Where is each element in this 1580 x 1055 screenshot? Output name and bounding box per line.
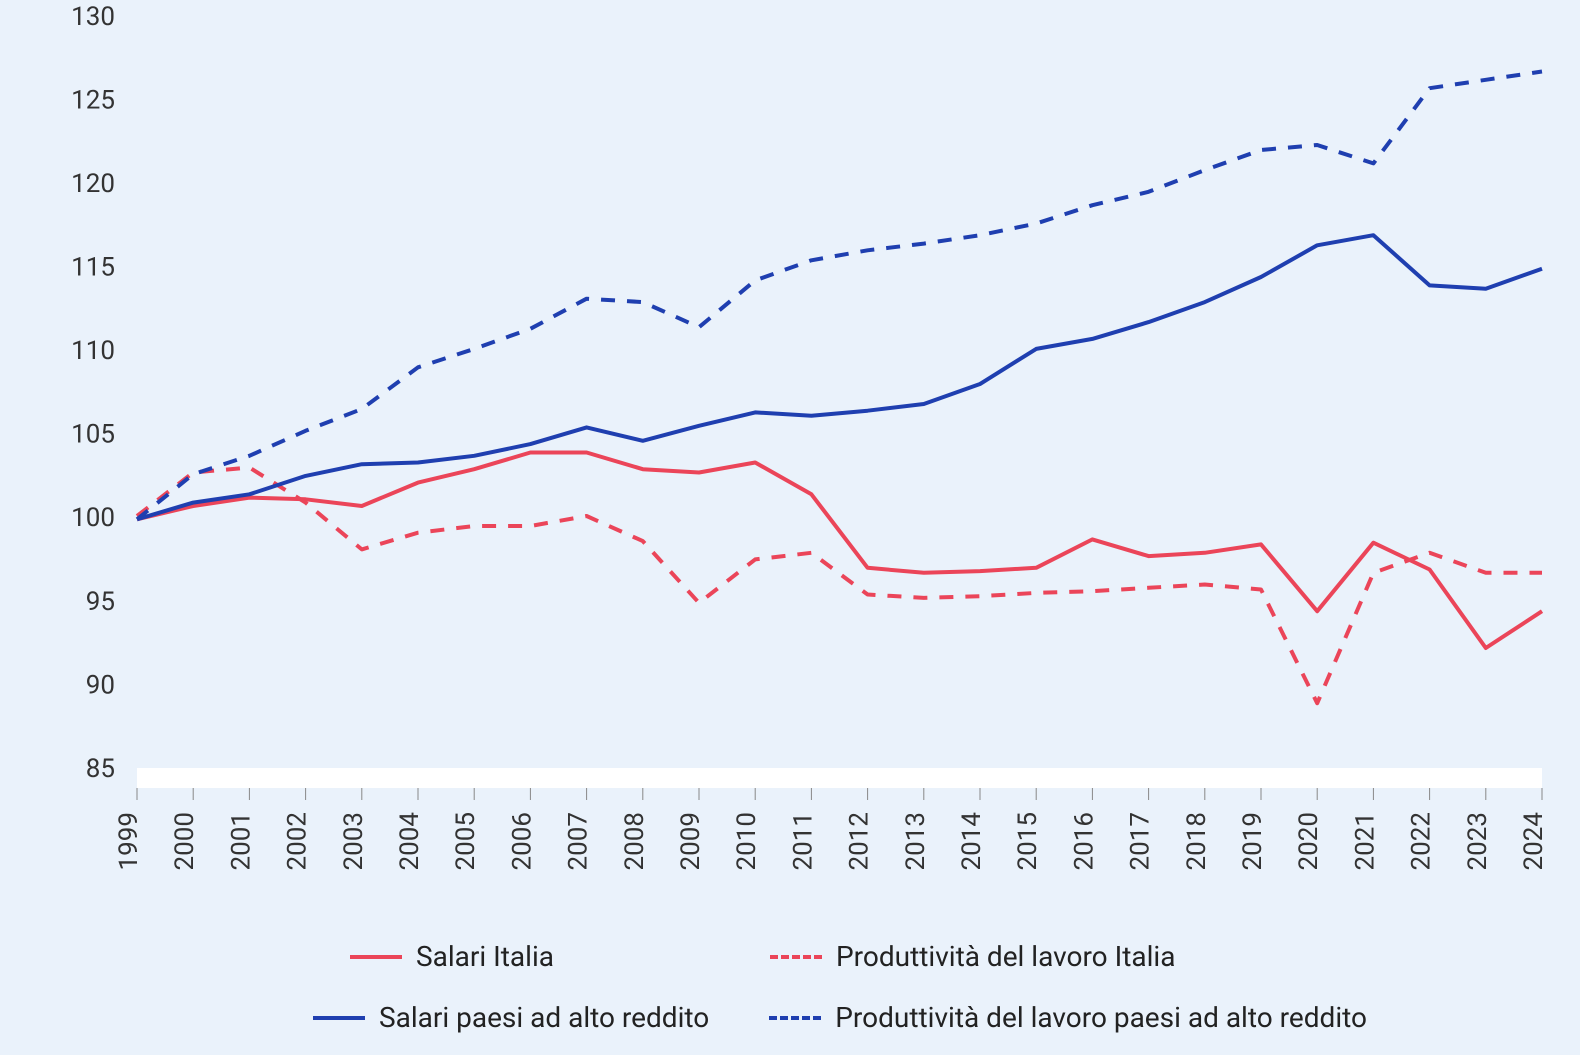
y-tick-label: 120: [71, 169, 115, 199]
x-tick-label: 2023: [1463, 812, 1493, 870]
x-tick-label: 2011: [788, 812, 818, 870]
chart-svg: 85 90 95 100 105 110 115 120 125 130 1999 2000 2001 2…: [0, 0, 1580, 1055]
legend-item-salari_high_income: Salari paesi ad alto reddito: [313, 1001, 709, 1034]
series-salari_italia: [137, 453, 1542, 649]
x-tick-label: 2016: [1069, 812, 1099, 870]
x-tick-label: 2009: [676, 812, 706, 870]
x-tick-label: 2000: [170, 812, 200, 870]
x-tick-label: 2005: [451, 812, 481, 870]
x-tick-label: 2004: [395, 812, 425, 871]
legend-swatch: [770, 955, 822, 959]
x-tick-label: 2013: [901, 812, 931, 870]
x-tick-label: 2010: [732, 812, 762, 870]
legend-swatch: [313, 1016, 365, 1020]
x-tick-label: 2006: [507, 812, 537, 870]
y-tick-label: 130: [71, 2, 115, 32]
legend-label: Produttività del lavoro paesi ad alto re…: [835, 1001, 1367, 1034]
x-tick-label: 2001: [226, 812, 256, 870]
x-tick-label: 2022: [1407, 812, 1437, 870]
y-tick-label: 90: [86, 670, 115, 700]
x-tick-label: 2021: [1350, 812, 1380, 870]
x-tick-label: 2014: [957, 812, 987, 871]
x-tick-label: 2017: [1126, 812, 1156, 870]
y-tick-label: 95: [86, 587, 115, 617]
x-tick-label: 2008: [620, 812, 650, 870]
x-tick-label: 2018: [1182, 812, 1212, 870]
x-tick-label: 2019: [1238, 812, 1268, 870]
x-tick-label: 2024: [1519, 812, 1549, 871]
legend-swatch: [350, 955, 402, 959]
y-tick-label: 85: [86, 754, 115, 784]
y-tick-label: 115: [71, 253, 115, 283]
x-tick-label: 2012: [845, 812, 875, 870]
legend-swatch: [769, 1016, 821, 1020]
x-tick-label: 2007: [564, 812, 594, 870]
legend-item-produttivita_italia: Produttività del lavoro Italia: [770, 940, 1330, 973]
y-tick-label: 110: [71, 336, 115, 366]
legend-label: Salari paesi ad alto reddito: [379, 1001, 709, 1034]
x-tick-label: 1999: [114, 812, 144, 870]
x-tick-label: 2020: [1294, 812, 1324, 870]
y-tick-label: 100: [71, 503, 115, 533]
legend-item-produttivita_high_income: Produttività del lavoro paesi ad alto re…: [769, 1001, 1367, 1034]
series-salari_high_income: [137, 235, 1542, 519]
x-tick-label: 2002: [283, 812, 313, 870]
y-tick-label: 125: [71, 85, 115, 115]
wages-productivity-chart: 85 90 95 100 105 110 115 120 125 130 1999 2000 2001 2…: [0, 0, 1580, 1055]
legend-label: Produttività del lavoro Italia: [836, 940, 1175, 973]
legend-label: Salari Italia: [416, 940, 554, 973]
x-tick-label: 2015: [1013, 812, 1043, 870]
legend-item-salari_italia: Salari Italia: [350, 940, 710, 973]
x-tick-label: 2003: [339, 812, 369, 870]
y-tick-label: 105: [71, 420, 115, 450]
series-produttivita_high_income: [137, 72, 1542, 520]
chart-legend: Salari Italia Produttività del lavoro Ita…: [0, 940, 1580, 1034]
